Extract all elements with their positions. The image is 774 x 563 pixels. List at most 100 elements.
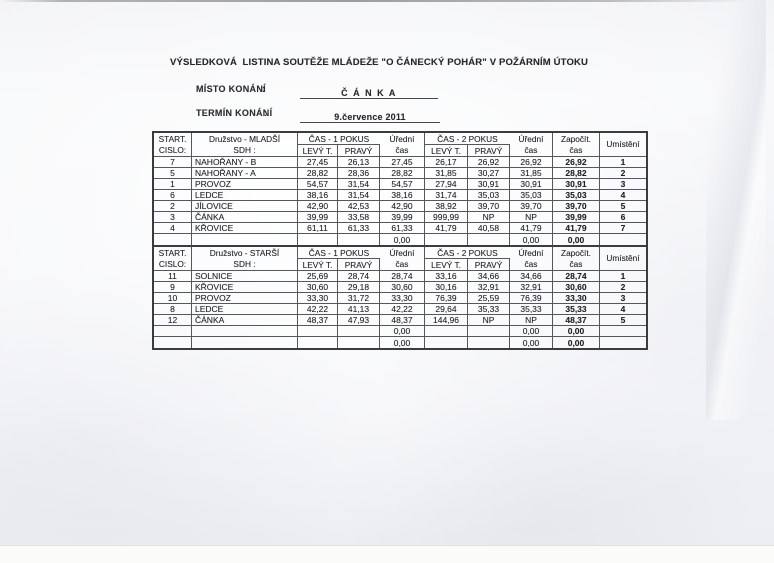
cell-attempt2-right: 40,58 — [468, 223, 510, 233]
cell-attempt1-right: 28,36 — [338, 168, 380, 178]
cell-attempt1-left: 30,60 — [298, 282, 338, 292]
cell-official-time-1: 48,37 — [380, 315, 425, 325]
cell-attempt2-right: 26,92 — [468, 157, 510, 167]
cell-official-time-1: 28,82 — [380, 168, 425, 178]
header-attempt2-group: ČAS - 2 POKUS LEVÝ T. PRAVÝ — [425, 133, 510, 156]
header-placement: Umístění — [600, 133, 646, 156]
cell-attempt1-left: 42,22 — [298, 304, 338, 314]
cell-counted-time: 48,37 — [553, 315, 600, 325]
cell-team-name — [192, 234, 298, 245]
cell-official-time-1: 42,22 — [380, 304, 425, 314]
header-counted-time: Započít. čas — [553, 247, 600, 270]
cell-counted-time: 0,00 — [553, 337, 600, 348]
header-left-time: LEVÝ T. — [425, 145, 468, 156]
cell-start-number: 8 — [154, 304, 192, 314]
cell-official-time-2: 32,91 — [510, 282, 553, 292]
cell-official-time-1: 33,30 — [380, 293, 425, 303]
header-official2-line1: Úřední — [518, 248, 544, 258]
table-header-row: START. CISLO: Družstvo - STARŠÍ SDH : ČA… — [154, 247, 646, 271]
cell-attempt2-right: 39,70 — [468, 201, 510, 211]
header-start-number: START. CISLO: — [154, 133, 192, 156]
cell-official-time-1: 61,33 — [380, 223, 425, 233]
header-right-time: PRAVÝ — [468, 259, 510, 270]
cell-start-number: 2 — [154, 201, 192, 211]
table-row: 8 LEDCE 42,22 41,13 42,22 29,64 35,33 35… — [154, 304, 646, 315]
cell-counted-time: 30,60 — [553, 282, 600, 292]
cell-official-time-1: 42,90 — [380, 201, 425, 211]
cell-placement — [600, 337, 646, 348]
cell-attempt1-right: 61,33 — [338, 223, 380, 233]
header-left-time: LEVÝ T. — [298, 259, 338, 270]
cell-official-time-2: 31,85 — [510, 168, 553, 178]
scan-top-edge — [0, 0, 774, 2]
cell-attempt1-left: 27,45 — [298, 157, 338, 167]
cell-team-name: ČÁNKA — [192, 212, 298, 222]
place-label: MÍSTO KONÁNÍ — [196, 84, 266, 94]
cell-team-name: PROVOZ — [192, 179, 298, 189]
cell-placement: 3 — [620, 179, 626, 189]
cell-attempt2-right: NP — [468, 212, 510, 222]
header-left-time: LEVÝ T. — [425, 259, 468, 270]
header-counted-line1: Započít. — [561, 248, 591, 258]
cell-team-name: LEDCE — [192, 190, 298, 200]
table-row: 1 PROVOZ 54,57 31,54 54,57 27,94 30,91 3… — [154, 179, 646, 190]
cell-attempt1-right: 29,18 — [338, 282, 380, 292]
cell-official-time-2: 35,03 — [510, 190, 553, 200]
header-attempt1-group: ČAS - 1 POKUS LEVÝ T. PRAVÝ — [298, 133, 380, 156]
header-attempt2-subrow: LEVÝ T. PRAVÝ — [425, 259, 510, 270]
table-body-older: 11 SOLNICE 25,69 28,74 28,74 33,16 34,66… — [154, 271, 646, 348]
cell-placement: 4 — [620, 190, 626, 200]
table-row: 9 KŘOVICE 30,60 29,18 30,60 30,16 32,91 … — [154, 282, 646, 293]
cell-attempt1-right — [338, 326, 380, 336]
table-row: 4 KŘOVICE 61,11 61,33 61,33 41,79 40,58 … — [154, 223, 646, 234]
cell-attempt2-left: 144,96 — [425, 315, 468, 325]
cell-team-name — [192, 326, 298, 336]
date-colon: : — [264, 108, 267, 118]
table-row: 7 NAHOŘANY - B 27,45 26,13 27,45 26,17 2… — [154, 157, 646, 168]
cell-placement — [600, 326, 646, 336]
header-attempt1: ČAS - 1 POKUS — [298, 133, 380, 145]
cell-official-time-1: 30,60 — [380, 282, 425, 292]
cell-official-time-2: 30,91 — [510, 179, 553, 189]
header-official1-line2: čas — [395, 144, 409, 155]
table-header-row: START. CISLO: Družstvo - MLADŠÍ SDH : ČA… — [154, 133, 646, 157]
header-team: Družstvo - MLADŠÍ SDH : — [192, 133, 298, 156]
header-start-line1: START. — [158, 134, 187, 144]
cell-official-time-2: 34,66 — [510, 271, 553, 281]
header-attempt2: ČAS - 2 POKUS — [425, 133, 510, 145]
cell-team-name: KŘOVICE — [192, 223, 298, 233]
cell-start-number: 1 — [154, 179, 192, 189]
cell-team-name: ČÁNKA — [192, 315, 298, 325]
cell-attempt1-right: 33,58 — [338, 212, 380, 222]
table-row: 5 NAHOŘANY - A 28,82 28,36 28,82 31,85 3… — [154, 168, 646, 179]
paper-crease — [706, 0, 766, 420]
cell-attempt2-left: 33,16 — [425, 271, 468, 281]
cell-official-time-2: 76,39 — [510, 293, 553, 303]
cell-attempt1-left: 54,57 — [298, 179, 338, 189]
cell-attempt1-left: 33,30 — [298, 293, 338, 303]
header-right-time: PRAVÝ — [338, 145, 380, 156]
results-tables: START. CISLO: Družstvo - MLADŠÍ SDH : ČA… — [152, 131, 648, 350]
cell-placement: 5 — [620, 315, 626, 325]
table-row: 6 LEDCE 38,16 31,54 38,16 31,74 35,03 35… — [154, 190, 646, 201]
header-team-line2: SDH : — [233, 258, 256, 269]
cell-attempt2-right: 30,91 — [468, 179, 510, 189]
header-right-time: PRAVÝ — [468, 145, 510, 156]
cell-start-number: 4 — [154, 223, 192, 233]
cell-team-name: KŘOVICE — [192, 282, 298, 292]
header-official2-line2: čas — [524, 144, 538, 155]
cell-attempt2-left — [425, 337, 468, 348]
cell-attempt1-left — [298, 337, 338, 348]
header-team-line2: SDH : — [233, 144, 256, 155]
table-body-younger: 7 NAHOŘANY - B 27,45 26,13 27,45 26,17 2… — [154, 157, 646, 245]
cell-attempt1-right: 26,13 — [338, 157, 380, 167]
cell-attempt1-left: 28,82 — [298, 168, 338, 178]
cell-start-number: 12 — [154, 315, 192, 325]
cell-official-time-2: 0,00 — [510, 326, 553, 336]
cell-attempt1-left — [298, 326, 338, 336]
cell-placement: 7 — [620, 223, 626, 233]
cell-team-name: JÍLOVICE — [192, 201, 298, 211]
cell-official-time-2: NP — [510, 212, 553, 222]
cell-start-number — [154, 337, 192, 348]
